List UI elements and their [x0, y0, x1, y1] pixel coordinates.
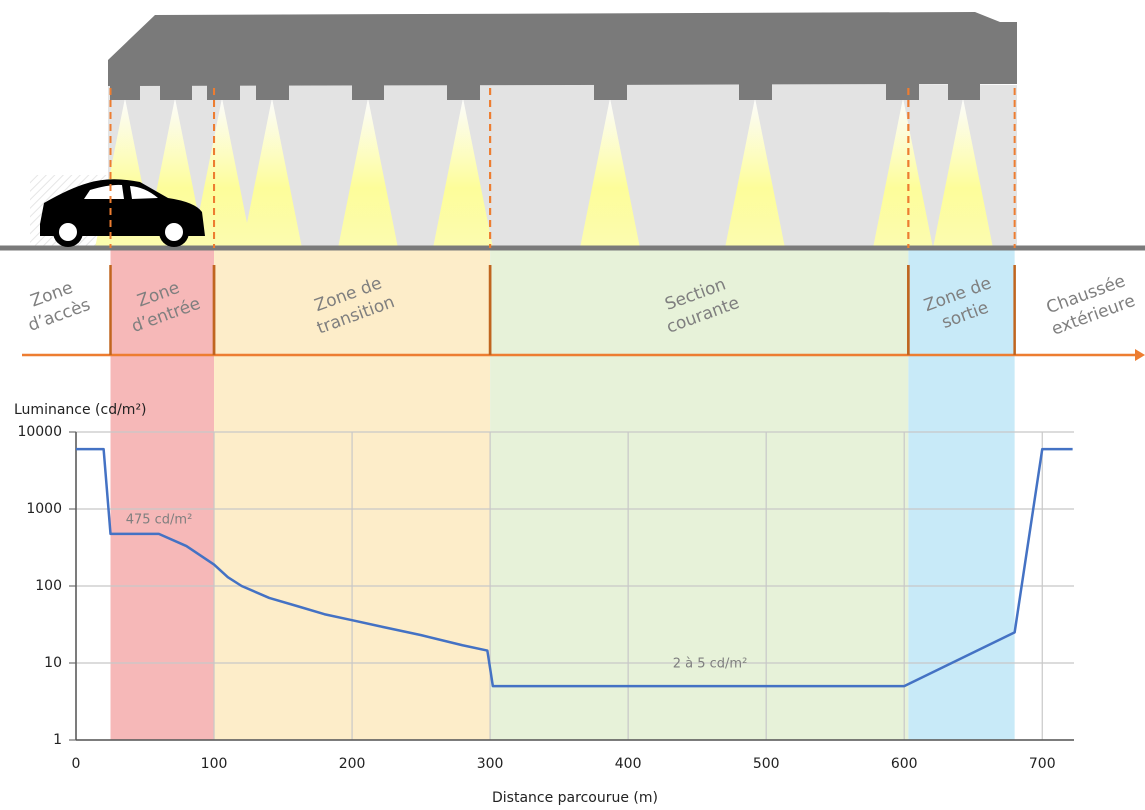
x-tick-label: 600 — [891, 756, 918, 772]
x-tick-label: 500 — [753, 756, 780, 772]
light-beam — [338, 98, 398, 248]
y-axis-label: Luminance (cd/m²) — [14, 402, 147, 418]
zone-band — [110, 250, 215, 740]
x-tick-label: 0 — [72, 756, 81, 772]
arrow-head — [1135, 349, 1145, 361]
light-beam — [873, 98, 933, 248]
annotation: 475 cd/m² — [126, 513, 193, 528]
light-beam — [933, 98, 993, 248]
x-tick-label: 700 — [1029, 756, 1056, 772]
light-fixture — [207, 84, 240, 100]
light-fixture — [447, 84, 480, 100]
x-axis-label: Distance parcourue (m) — [492, 790, 658, 806]
y-tick-label: 1000 — [26, 501, 62, 517]
light-beam — [433, 98, 493, 248]
tunnel-roof — [108, 12, 1017, 86]
annotation: 2 à 5 cd/m² — [673, 657, 748, 672]
light-fixture — [739, 84, 772, 100]
light-beam — [192, 98, 252, 248]
y-tick-label: 1 — [53, 732, 62, 748]
x-tick-label: 200 — [339, 756, 366, 772]
y-tick-label: 100 — [35, 578, 62, 594]
light-beam — [580, 98, 640, 248]
light-fixture — [160, 84, 192, 100]
light-fixture — [886, 84, 919, 100]
light-beam — [725, 98, 785, 248]
x-tick-label: 100 — [201, 756, 228, 772]
light-fixture — [352, 84, 384, 100]
y-tick-label: 10 — [44, 655, 62, 671]
light-fixture — [948, 84, 980, 100]
x-tick-label: 300 — [477, 756, 504, 772]
zone-band — [490, 250, 909, 740]
car — [40, 179, 205, 247]
y-tick-label: 10000 — [17, 424, 62, 440]
light-fixture — [110, 84, 140, 100]
light-fixture — [256, 84, 289, 100]
light-fixture — [594, 84, 627, 100]
x-tick-label: 400 — [615, 756, 642, 772]
line — [76, 447, 1073, 688]
light-beam — [242, 98, 302, 248]
